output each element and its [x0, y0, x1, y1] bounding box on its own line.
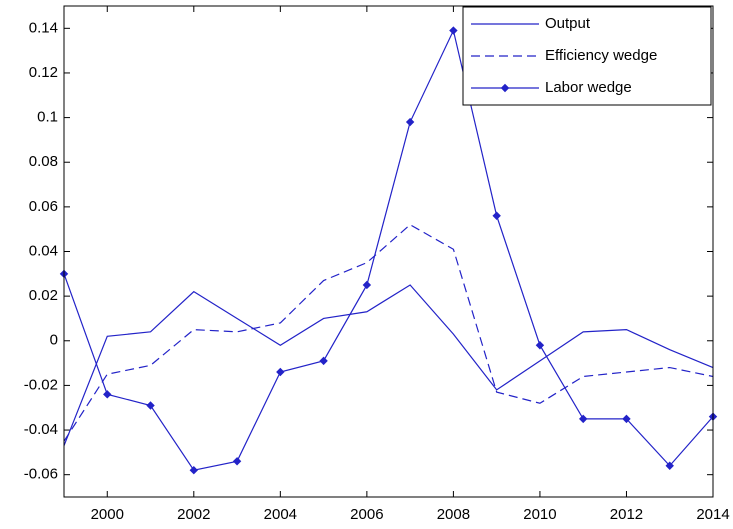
- y-tick-label: 0.08: [29, 153, 58, 170]
- series-line: [63, 223, 714, 442]
- legend-label: Output: [545, 15, 591, 32]
- x-tick-label: 2012: [610, 506, 643, 523]
- marker: [362, 280, 372, 290]
- marker: [492, 211, 501, 220]
- marker: [103, 390, 112, 399]
- y-tick-label: 0.1: [37, 109, 58, 126]
- marker: [665, 461, 674, 470]
- legend-marker: [500, 83, 510, 93]
- y-tick-label: 0.14: [29, 19, 58, 36]
- x-tick-label: 2008: [437, 506, 470, 523]
- y-tick-label: 0.04: [29, 242, 58, 259]
- series-line: [63, 28, 714, 471]
- marker: [146, 401, 155, 410]
- series-line: [63, 284, 714, 446]
- marker: [232, 457, 242, 466]
- x-tick-label: 2006: [350, 506, 383, 523]
- axes-box: [63, 5, 714, 498]
- x-tick-label: 2014: [696, 506, 729, 523]
- x-tick-label: 2004: [264, 506, 297, 523]
- y-tick-label: -0.04: [24, 421, 58, 438]
- marker: [405, 117, 415, 127]
- legend-label: Labor wedge: [545, 79, 632, 96]
- y-tick-label: 0.06: [29, 198, 58, 215]
- y-tick-label: 0.12: [29, 64, 58, 81]
- marker: [276, 367, 285, 377]
- marker: [319, 356, 328, 366]
- marker: [189, 466, 199, 475]
- x-tick-label: 2002: [177, 506, 210, 523]
- legend-label: Efficiency wedge: [545, 47, 657, 64]
- x-tick-label: 2010: [523, 506, 556, 523]
- marker: [622, 414, 631, 424]
- marker: [578, 414, 588, 424]
- y-tick-label: 0.02: [29, 287, 58, 304]
- marker: [535, 341, 545, 350]
- y-tick-label: -0.02: [24, 376, 58, 393]
- x-tick-label: 2000: [91, 506, 124, 523]
- marker: [449, 26, 458, 35]
- y-tick-label: 0: [50, 332, 58, 349]
- y-tick-label: -0.06: [24, 466, 58, 483]
